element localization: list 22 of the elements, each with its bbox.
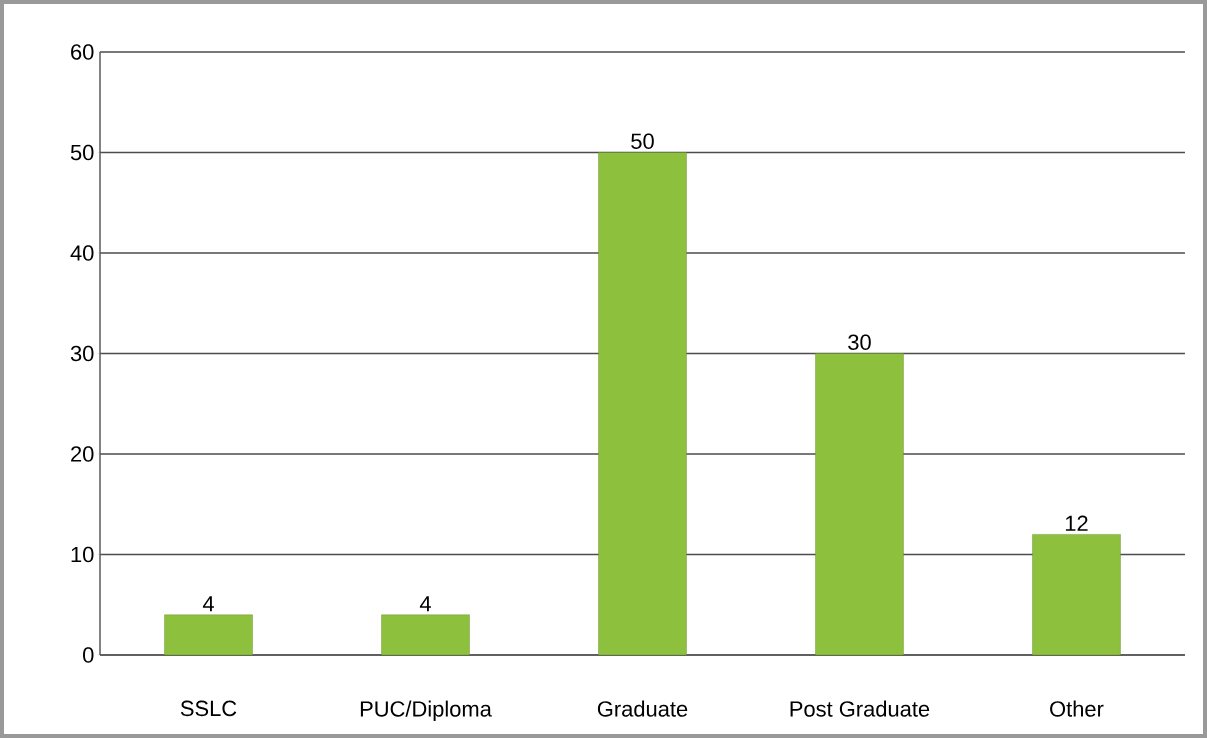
x-tick-label: Post Graduate — [790, 700, 930, 717]
bar — [815, 353, 904, 656]
data-label: 4 — [202, 596, 214, 612]
x-tick-label: Graduate — [597, 700, 688, 717]
y-tick-label: 40 — [70, 245, 94, 261]
y-tick-label: 0 — [83, 647, 94, 663]
x-tick-label: Other — [1050, 700, 1104, 717]
y-tick-label: 20 — [71, 446, 94, 462]
y-tick-label: 50 — [70, 144, 94, 161]
y-tick-label: 60 — [71, 44, 94, 60]
y-tick-label: 30 — [70, 345, 94, 362]
data-label: 4 — [419, 596, 431, 612]
bar — [598, 152, 687, 656]
data-label: 50 — [631, 133, 654, 149]
y-tick-label: 10 — [71, 546, 94, 563]
x-tick-label: SSLC — [180, 700, 237, 717]
bar — [381, 614, 470, 656]
bar — [1032, 534, 1121, 656]
data-label: 30 — [848, 334, 871, 350]
bar — [164, 614, 253, 656]
x-tick-label: PUC/Diploma — [360, 700, 492, 722]
data-label: 12 — [1065, 515, 1088, 531]
